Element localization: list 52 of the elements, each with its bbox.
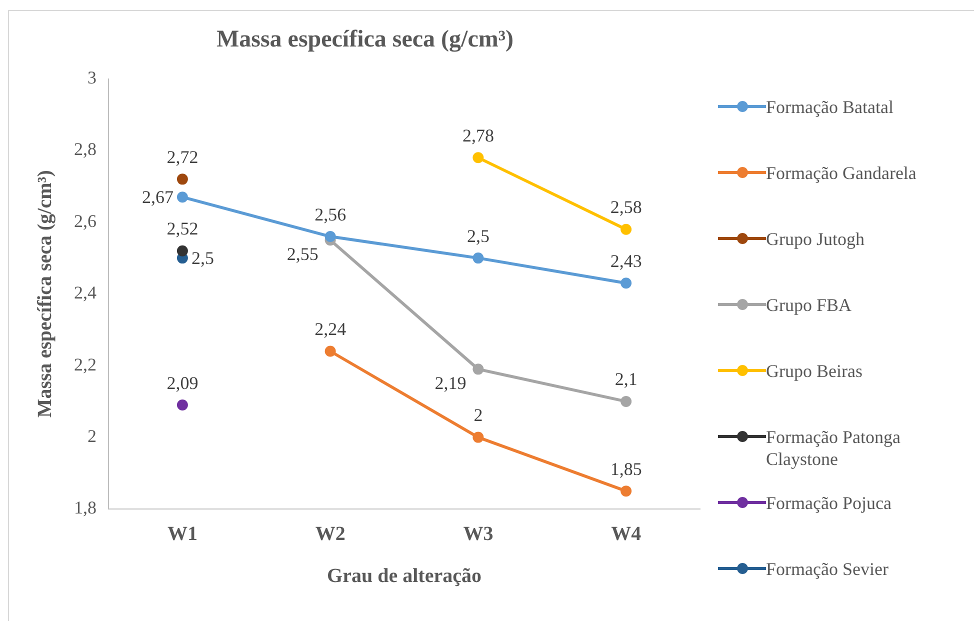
y-tick-label: 3 [88, 68, 96, 88]
point [324, 346, 336, 357]
x-tick-label: W1 [167, 523, 198, 546]
legend-label: Grupo Jutogh [766, 228, 864, 250]
point [620, 278, 632, 289]
y-tick-label: 2,8 [74, 139, 96, 160]
point [472, 364, 484, 375]
data-label: 2,19 [434, 372, 466, 393]
data-label: 2,09 [166, 372, 198, 393]
point [620, 224, 632, 235]
data-label: 2,55 [286, 244, 318, 264]
point [176, 174, 188, 185]
point [176, 245, 188, 256]
data-label: 2,67 [142, 186, 174, 207]
data-label: 2,72 [166, 146, 198, 167]
data-label: 2 [474, 405, 483, 426]
data-label: 1,85 [610, 458, 642, 479]
legend-label: Formação Pojuca [766, 492, 892, 514]
x-tick-label: W2 [315, 523, 346, 546]
data-label: 2,5 [466, 226, 490, 246]
y-tick-label: 2,6 [74, 210, 96, 231]
point [176, 192, 188, 203]
legend-label: Grupo Beiras [766, 360, 862, 382]
y-axis-title: Massa específica seca (g/cm³) [34, 170, 56, 418]
data-label: 2,24 [314, 318, 346, 339]
x-axis-title: Grau de alteração [327, 565, 482, 588]
y-tick-label: 1,8 [74, 498, 96, 518]
point [324, 231, 336, 242]
legend-label: Grupo FBA [766, 294, 852, 316]
data-label: 2,1 [614, 369, 638, 390]
data-label: 2,52 [166, 218, 198, 239]
y-tick-label: 2 [88, 426, 96, 446]
legend-label: Formação Patonga Claystone [766, 426, 902, 470]
data-label: 2,5 [191, 248, 214, 268]
data-label: 2,43 [610, 250, 642, 271]
y-tick-label: 2,2 [74, 354, 96, 374]
legend-label: Formação Gandarela [766, 162, 916, 184]
point [472, 252, 484, 264]
point [620, 396, 632, 407]
point [176, 400, 188, 411]
data-label: 2,58 [610, 197, 642, 218]
legend-label: Formação Batatal [766, 96, 894, 118]
chart-title: Massa específica seca (g/cm³) [216, 26, 514, 53]
x-tick-label: W4 [611, 523, 642, 546]
point [472, 152, 484, 164]
data-label: 2,78 [462, 125, 494, 146]
legend-label: Formação Sevier [766, 558, 888, 580]
point [620, 486, 632, 497]
y-tick-label: 2,4 [74, 282, 96, 303]
data-label: 2,56 [314, 204, 346, 224]
x-tick-label: W3 [463, 523, 494, 546]
point [472, 432, 484, 443]
